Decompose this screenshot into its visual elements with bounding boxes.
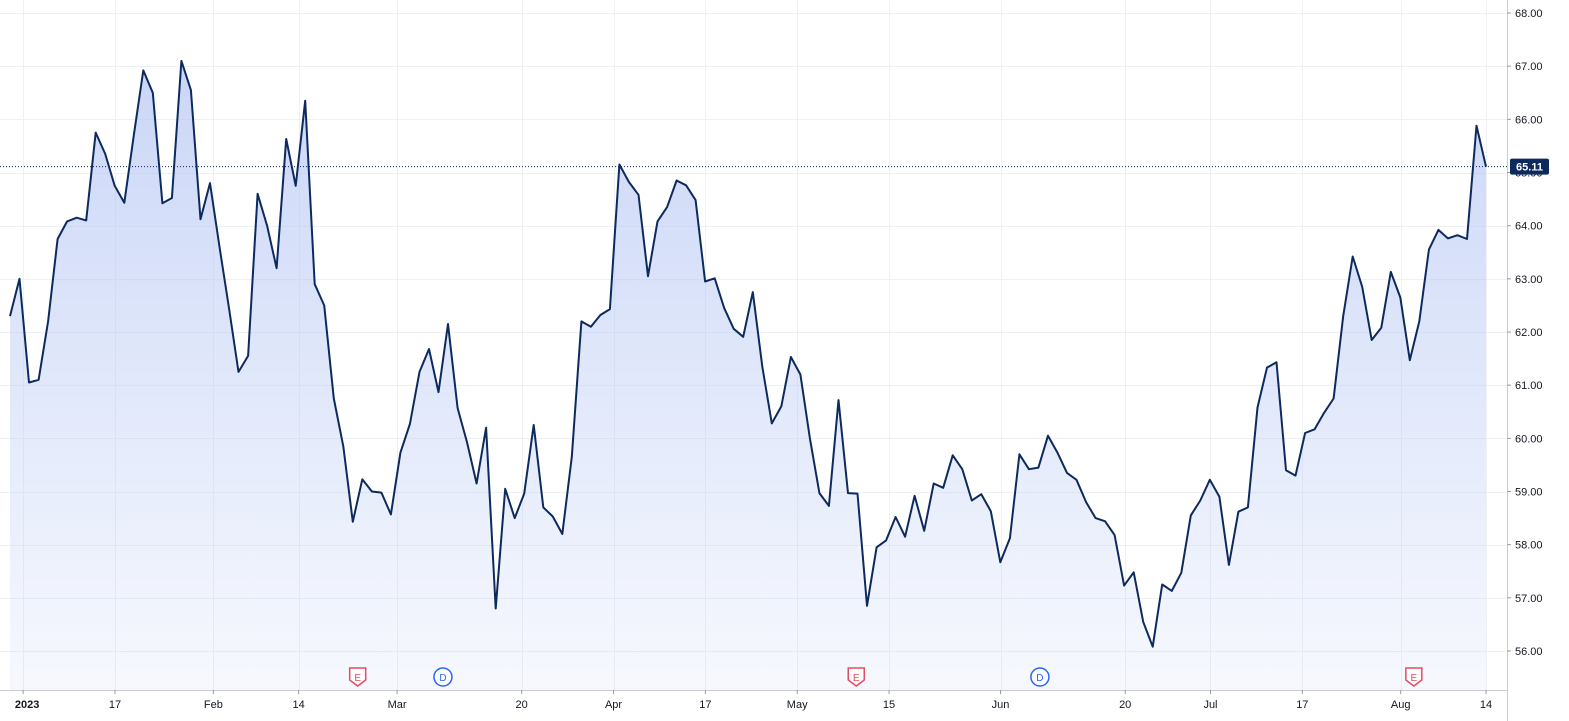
y-tick-label: 58.00 — [1515, 540, 1543, 552]
price-line — [9, 59, 1487, 648]
earnings-marker[interactable]: E — [348, 667, 367, 687]
y-tick-label: 66.00 — [1515, 114, 1543, 126]
y-tick-label: 60.00 — [1515, 433, 1543, 445]
y-tick-label: 59.00 — [1515, 487, 1543, 499]
y-tick-label: 57.00 — [1515, 593, 1543, 605]
x-tick-label: Jul — [1203, 699, 1217, 711]
x-tick-label: 17 — [1296, 699, 1308, 711]
y-tick-label: 64.00 — [1515, 221, 1543, 233]
earnings-marker-shape — [1405, 667, 1423, 687]
y-tick-label: 68.00 — [1515, 8, 1543, 20]
event-marker-label: E — [354, 673, 361, 684]
x-tick-label: Apr — [605, 699, 622, 711]
x-tick-label: May — [787, 699, 808, 711]
y-tick-label: 63.00 — [1515, 274, 1543, 286]
y-axis-ticks: 56.00 57.00 58.00 59.00 60.00 61.00 62.00 63.00… — [1507, 8, 1543, 658]
event-marker-label: E — [853, 673, 860, 684]
dividend-marker-shape — [433, 667, 453, 687]
dividend-marker[interactable]: D — [433, 667, 453, 687]
x-tick-label: 20 — [516, 699, 528, 711]
earnings-marker[interactable]: E — [1405, 667, 1423, 687]
x-axis-ticks: 2023 17 Feb 14 Mar 20 Apr 17 May 15 Jun 20 Jul 17 Aug 1… — [15, 690, 1492, 711]
event-marker-label: E — [1411, 673, 1418, 684]
x-tick-label: 17 — [699, 699, 711, 711]
dividend-marker-shape — [1030, 667, 1050, 687]
x-tick-label: 20 — [1119, 699, 1131, 711]
x-tick-label: 14 — [1480, 699, 1492, 711]
event-marker-label: D — [1036, 673, 1043, 684]
x-tick-label: 15 — [883, 699, 895, 711]
earnings-marker-shape — [847, 667, 865, 687]
last-price-badge: 65.11 — [1510, 158, 1549, 175]
y-tick-label: 61.00 — [1515, 380, 1543, 392]
x-tick-label: Mar — [388, 699, 407, 711]
last-price-badge-bg — [1510, 158, 1549, 175]
x-tick-label: Aug — [1391, 699, 1411, 711]
price-area-fill — [10, 60, 1486, 690]
y-tick-label: 67.00 — [1515, 61, 1543, 73]
y-tick-label: 62.00 — [1515, 327, 1543, 339]
event-marker-label: D — [439, 673, 446, 684]
x-tick-label: Jun — [992, 699, 1010, 711]
x-tick-label: Feb — [204, 699, 223, 711]
earnings-marker-shape — [348, 667, 367, 687]
y-tick-label: 56.00 — [1515, 646, 1543, 658]
earnings-marker[interactable]: E — [847, 667, 865, 687]
x-tick-label: 17 — [109, 699, 121, 711]
dividend-marker[interactable]: D — [1030, 667, 1050, 687]
last-price-label: 65.11 — [1516, 162, 1543, 174]
x-tick-label: 14 — [293, 699, 305, 711]
x-tick-label: 2023 — [15, 699, 39, 711]
